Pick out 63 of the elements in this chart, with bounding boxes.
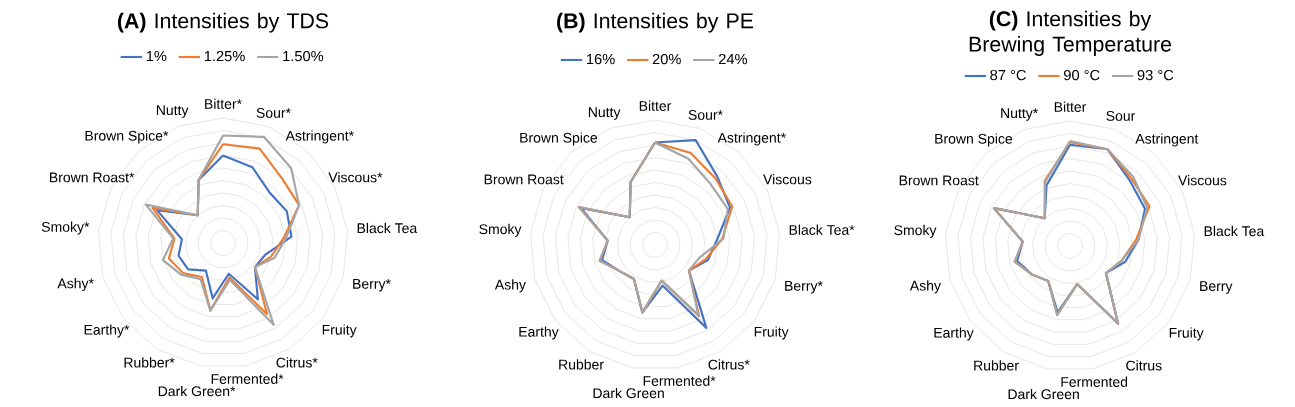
spoke-label: Bitter [1054, 101, 1087, 112]
legend-label: 1% [146, 50, 167, 62]
spoke-label: Sour [1106, 110, 1136, 121]
spoke-label: Earthy* [84, 324, 130, 338]
spoke-label: Ashy [494, 279, 526, 293]
spoke-label: Ashy* [57, 278, 94, 292]
spoke-label: Rubber [559, 359, 604, 370]
spoke-label: Fruity [754, 326, 789, 340]
spoke-label: Bitter* [205, 98, 242, 109]
spoke-label: Earthy [934, 327, 974, 341]
spoke-label: Fermented* [643, 375, 716, 386]
spoke-label: Earthy [519, 326, 559, 340]
spoke-label: Berry [1200, 281, 1233, 294]
spoke-label: Sour* [688, 109, 723, 120]
spoke-label: Sour* [256, 107, 291, 118]
spoke-label: Citrus* [276, 357, 318, 368]
spoke-label: Brown Roast [899, 175, 979, 186]
legend-label: 1.50% [283, 50, 324, 62]
spoke-label: Citrus* [708, 359, 750, 370]
spoke-label: Viscous* [328, 172, 383, 183]
legend-label: 24% [718, 53, 748, 65]
spoke-label: Nutty [588, 107, 621, 120]
spoke-label: Bitter [639, 100, 672, 111]
spoke-label: Brown Spice* [85, 130, 169, 144]
spoke-label: Dark Green [593, 387, 664, 399]
chart-title: (A) Intensities by TDS [117, 12, 329, 33]
spoke-label: Astringent* [717, 132, 786, 146]
legend-label: 20% [652, 53, 681, 65]
spoke-label: Nutty* [1001, 108, 1038, 121]
chart-title: (B) Intensities by PE [557, 12, 754, 33]
spoke-label: Black Tea [1204, 225, 1265, 237]
legend-label: 93 °C [1137, 69, 1174, 81]
spoke-label: Berry* [353, 279, 391, 292]
spoke-label: Astringent* [285, 130, 354, 144]
spoke-label: Brown Spice [520, 132, 598, 146]
spoke-label: Dark Green [1008, 388, 1079, 400]
spoke-label: Fermented [1061, 376, 1128, 387]
spoke-label: Berry* [785, 281, 823, 294]
spoke-label: Dark Green* [158, 385, 236, 397]
legend-label: 90 °C [1064, 69, 1100, 81]
spoke-label: Smoky [894, 224, 937, 238]
spoke-label: Ashy [909, 280, 941, 294]
legend-label: 1.25% [204, 50, 245, 62]
spoke-label: Brown Roast [484, 174, 564, 185]
legend-label: 87 °C [990, 69, 1026, 81]
spoke-label: Nutty [156, 105, 189, 118]
chart-title: (C) Intensities by Brewing Temperature [969, 10, 1172, 56]
spoke-label: Rubber [974, 360, 1019, 371]
spoke-label: Viscous [763, 174, 812, 185]
spoke-label: Citrus [1126, 360, 1162, 371]
legend-label: 16% [587, 53, 615, 65]
spoke-label: Smoky* [41, 221, 90, 235]
spoke-label: Fruity [1169, 327, 1204, 341]
spoke-label: Smoky [479, 223, 522, 237]
spoke-label: Black Tea* [789, 224, 855, 235]
spoke-label: Viscous [1178, 175, 1227, 186]
spoke-label: Fruity [322, 324, 357, 338]
spoke-label: Rubber* [124, 357, 175, 368]
spoke-label: Brown Spice [935, 133, 1013, 147]
spoke-label: Fermented* [211, 373, 284, 384]
spoke-label: Brown Roast* [50, 172, 135, 183]
spoke-label: Black Tea [357, 222, 418, 234]
spoke-label: Astringent [1135, 133, 1199, 147]
